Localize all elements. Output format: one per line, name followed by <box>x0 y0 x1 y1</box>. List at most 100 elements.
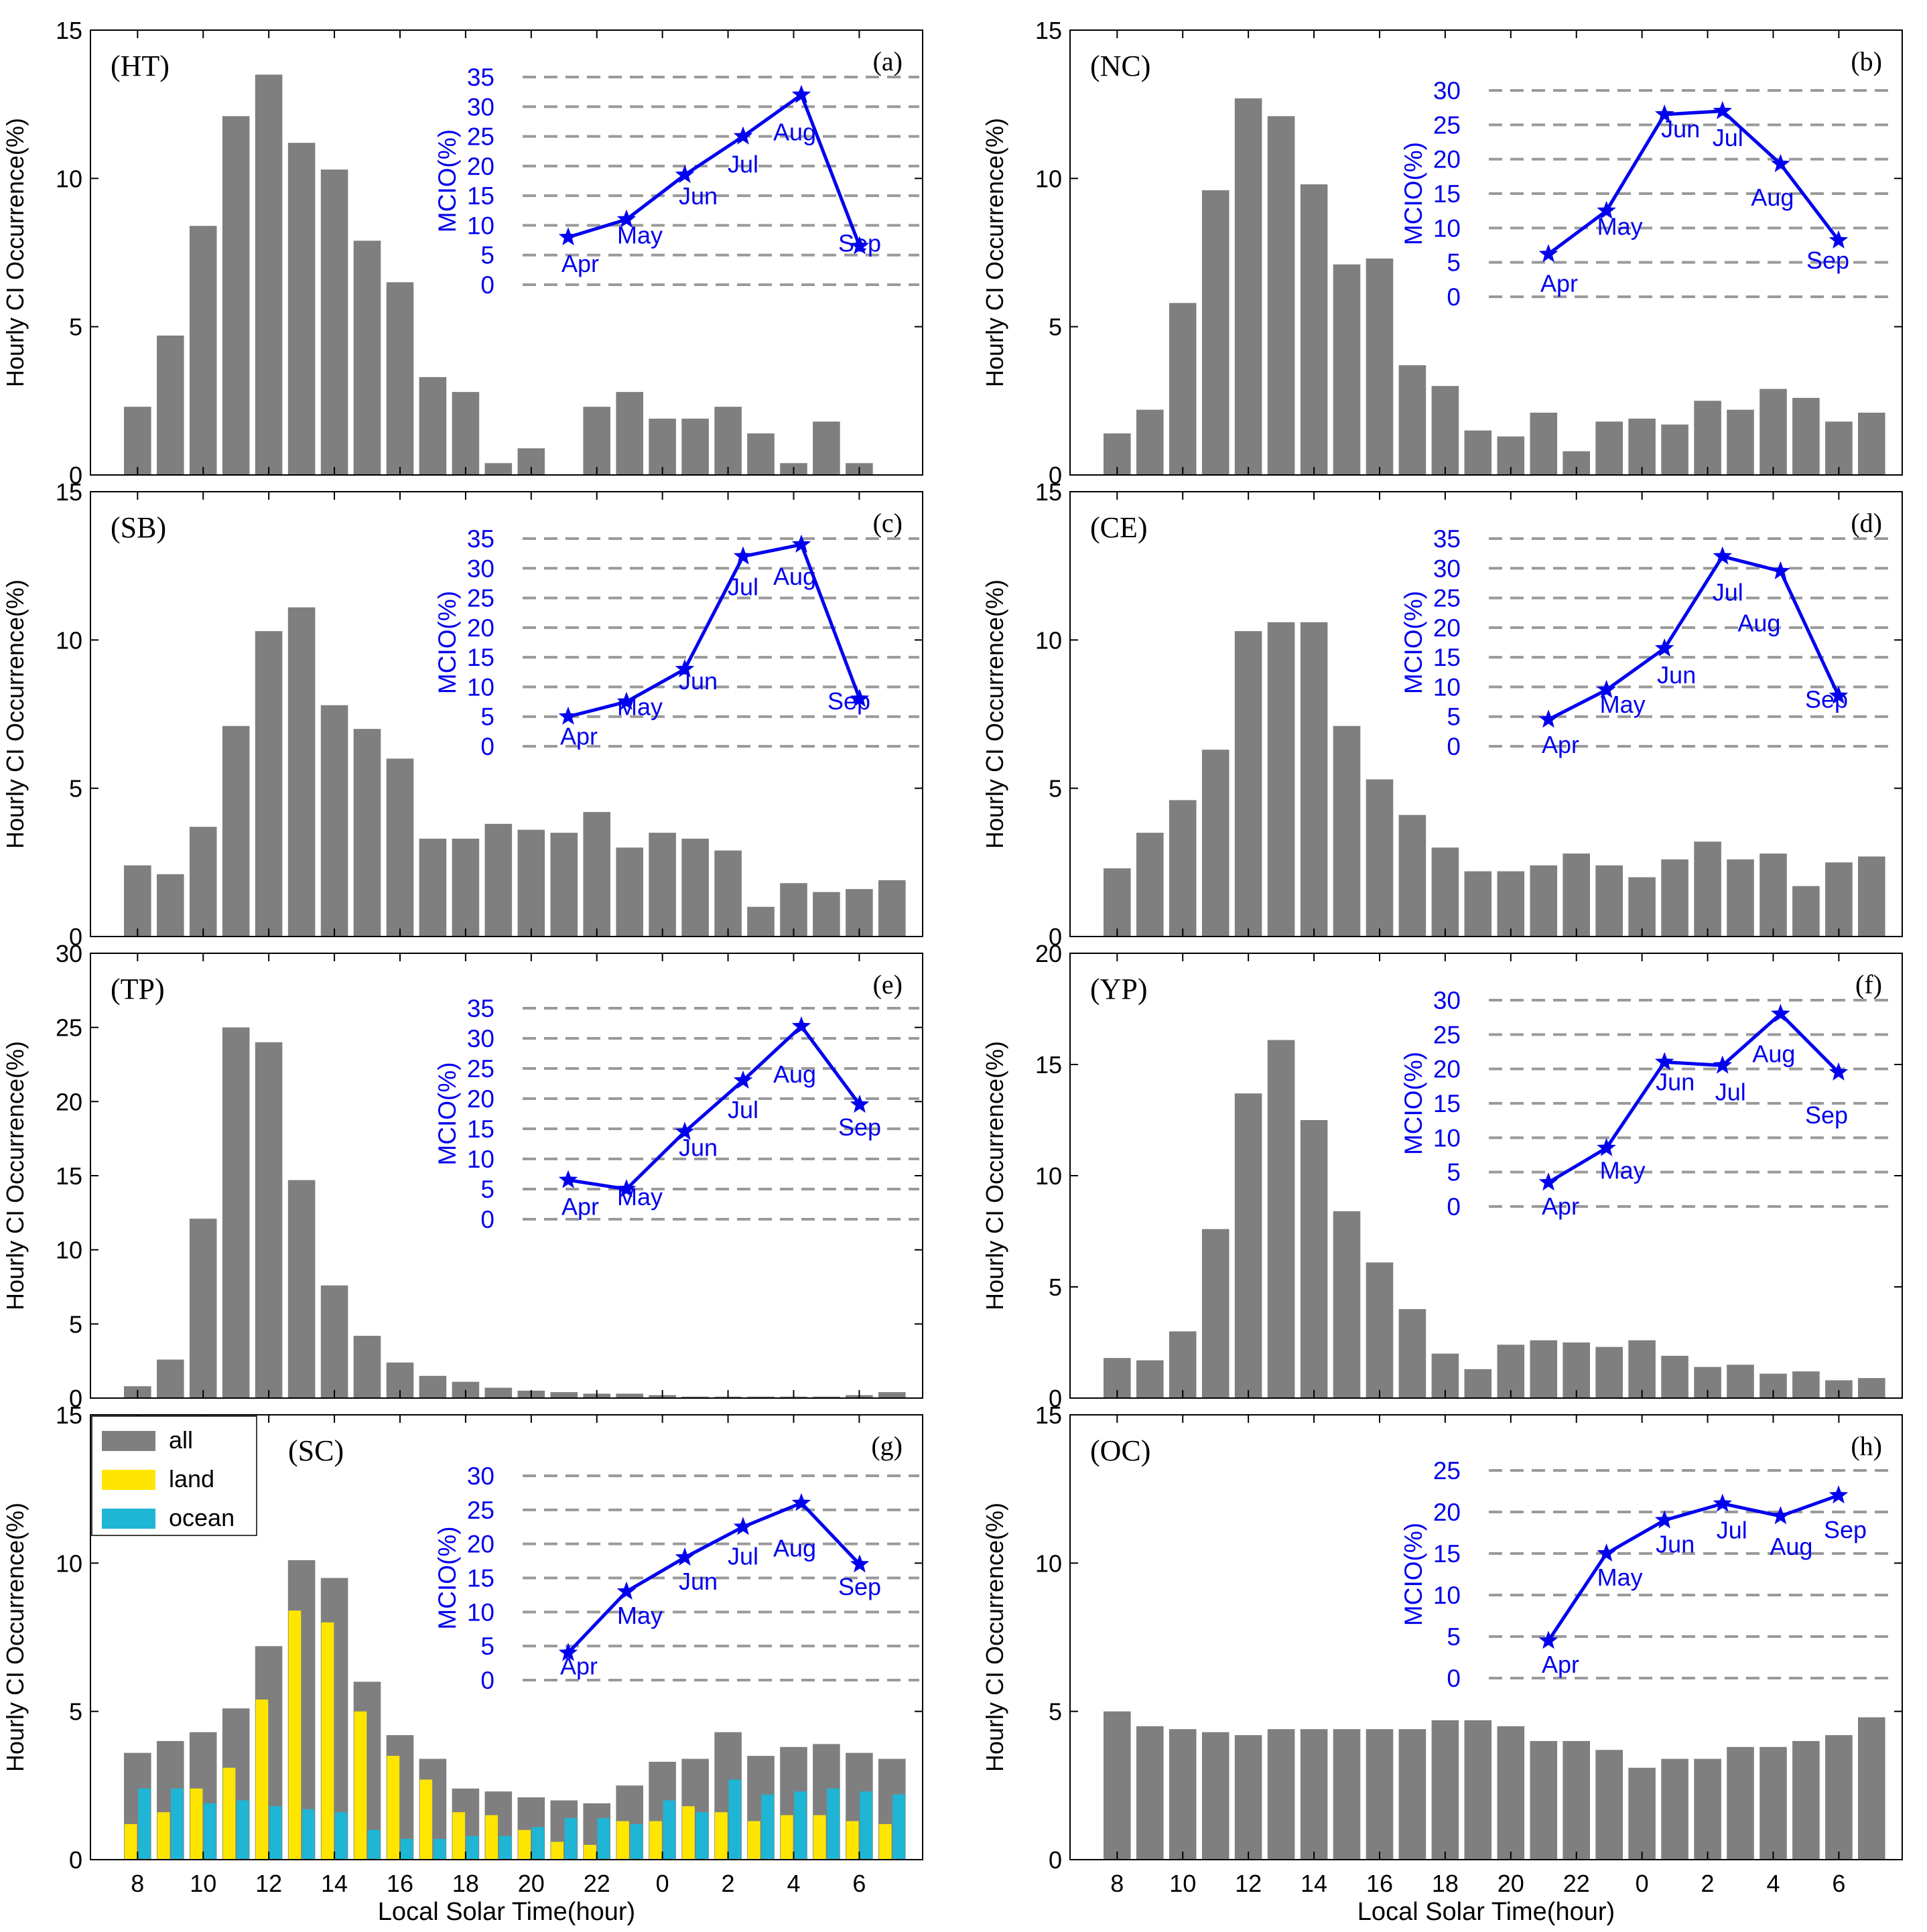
y-tick-label: 0 <box>69 1846 82 1874</box>
ocean-bar-3 <box>761 1794 774 1860</box>
y-tick-label: 15 <box>56 17 82 44</box>
inset-y-tick-label: 20 <box>467 153 494 180</box>
land-bar-12 <box>255 1700 269 1860</box>
inset-month-label: May <box>1600 1157 1646 1184</box>
bar-oc-10 <box>1169 1729 1197 1860</box>
land-bar-10 <box>190 1788 203 1860</box>
x-tick-label: 12 <box>1235 1870 1262 1897</box>
bar-yp-20 <box>1497 1344 1525 1398</box>
inset-month-label: May <box>617 222 663 249</box>
bar-oc-5 <box>1792 1740 1820 1860</box>
x-tick-label: 20 <box>1498 1870 1524 1897</box>
inset-y-tick-label: 5 <box>480 242 494 269</box>
inset-y-tick-label: 25 <box>467 123 494 151</box>
bar-oc-1 <box>1661 1758 1688 1860</box>
y-axis-label: Hourly CI Occurrence(%) <box>1 1041 29 1310</box>
inset-y-tick-label: 15 <box>467 182 494 210</box>
inset-y-tick-label: 35 <box>467 525 494 553</box>
y-tick-label: 0 <box>1049 1385 1062 1412</box>
plot-frame <box>90 29 923 476</box>
inset-y-axis-label: MCIO(%) <box>434 591 461 694</box>
y-tick-label: 0 <box>69 462 82 489</box>
bar-nc-23 <box>1595 421 1623 475</box>
inset-y-tick-label: 20 <box>1433 614 1461 642</box>
land-bar-15 <box>354 1711 367 1860</box>
bar-sb-10 <box>189 827 217 937</box>
bar-yp-12 <box>1234 1093 1262 1398</box>
bar-nc-7 <box>1858 413 1885 475</box>
inset-month-label: Aug <box>1770 1533 1812 1560</box>
bar-oc-20 <box>1497 1726 1525 1860</box>
inset-point-jul <box>733 1071 753 1089</box>
inset-y-tick-label: 30 <box>467 1025 494 1052</box>
inset-y-tick-label: 0 <box>1447 733 1461 760</box>
bar-ht-19 <box>484 463 513 475</box>
bar-nc-1 <box>1661 424 1688 475</box>
inset-month-label: May <box>617 1183 663 1211</box>
region-label: (NC) <box>1090 50 1150 82</box>
y-tick-label: 5 <box>1049 1273 1062 1301</box>
inset-point-sep <box>850 689 870 707</box>
inset-point-may <box>1597 200 1616 219</box>
inset-point-aug <box>1771 1004 1790 1022</box>
inset-month-label: Aug <box>1752 1040 1795 1068</box>
bar-oc-9 <box>1136 1726 1164 1860</box>
bar-ce-2 <box>1694 841 1721 937</box>
bar-ce-7 <box>1858 856 1885 937</box>
x-tick-label: 0 <box>656 1870 669 1897</box>
bar-sb-19 <box>484 823 513 937</box>
bar-yp-10 <box>1169 1331 1197 1398</box>
bars-sb <box>124 607 906 937</box>
inset-y-tick-label: 5 <box>480 703 494 731</box>
inset-point-may <box>1597 1543 1616 1562</box>
inset-point-apr <box>1538 1631 1558 1649</box>
bar-ht-22 <box>583 407 610 475</box>
plot-frame <box>90 491 923 937</box>
plot-frame <box>1069 1414 1903 1860</box>
y-tick-label: 15 <box>56 1162 82 1190</box>
inset-month-label: Jul <box>728 1096 758 1123</box>
bar-oc-4 <box>1759 1746 1787 1860</box>
inset-y-tick-label: 25 <box>1433 585 1461 612</box>
bar-oc-19 <box>1464 1720 1492 1860</box>
inset-point-aug <box>791 534 811 553</box>
bar-ht-18 <box>452 392 480 475</box>
legend: all land ocean <box>91 1416 257 1536</box>
inset-sc: 0 5 10 15 20 25 30 MCIO(%) Apr May Jun Jul Aug Sep <box>434 1462 919 1694</box>
bar-sb-16 <box>386 758 414 937</box>
bar-oc-22 <box>1563 1740 1590 1860</box>
inset-y-tick-label: 35 <box>467 64 494 91</box>
x-tick-label: 2 <box>722 1870 735 1897</box>
ocean-bar-20 <box>531 1827 545 1860</box>
inset-month-label: Aug <box>773 563 816 590</box>
bar-yp-23 <box>1595 1347 1623 1398</box>
inset-y-tick-label: 35 <box>467 995 494 1022</box>
bar-ht-2 <box>714 407 742 475</box>
bar-ht-10 <box>189 226 217 475</box>
bar-sb-3 <box>747 906 775 937</box>
bar-oc-16 <box>1366 1729 1394 1860</box>
bar-ce-18 <box>1431 847 1459 937</box>
y-tick-label: 15 <box>1035 478 1062 506</box>
bar-yp-7 <box>1858 1378 1885 1398</box>
inset-y-axis-label: MCIO(%) <box>434 1062 461 1165</box>
inset-y-tick-label: 30 <box>1433 987 1461 1014</box>
panel-label: (b) <box>1851 46 1882 76</box>
bar-sb-17 <box>419 838 447 937</box>
inset-point-may <box>616 1581 637 1600</box>
bar-ce-23 <box>1595 865 1623 937</box>
x-tick-label: 16 <box>387 1870 413 1897</box>
y-tick-label: 10 <box>1035 165 1062 192</box>
inset-point-sep <box>1829 1485 1849 1504</box>
inset-y-tick-label: 30 <box>1433 77 1461 105</box>
ocean-bar-11 <box>237 1800 249 1860</box>
inset-y-tick-label: 20 <box>1433 1056 1461 1083</box>
inset-month-label: Apr <box>561 250 599 277</box>
inset-y-tick-label: 30 <box>467 555 494 582</box>
inset-y-tick-label: 15 <box>467 1565 494 1592</box>
y-tick-label: 0 <box>69 1385 82 1412</box>
bar-ce-16 <box>1366 779 1394 937</box>
bar-sb-1 <box>681 838 709 937</box>
inset-y-tick-label: 0 <box>1447 283 1461 311</box>
inset-month-label: May <box>1600 691 1646 718</box>
